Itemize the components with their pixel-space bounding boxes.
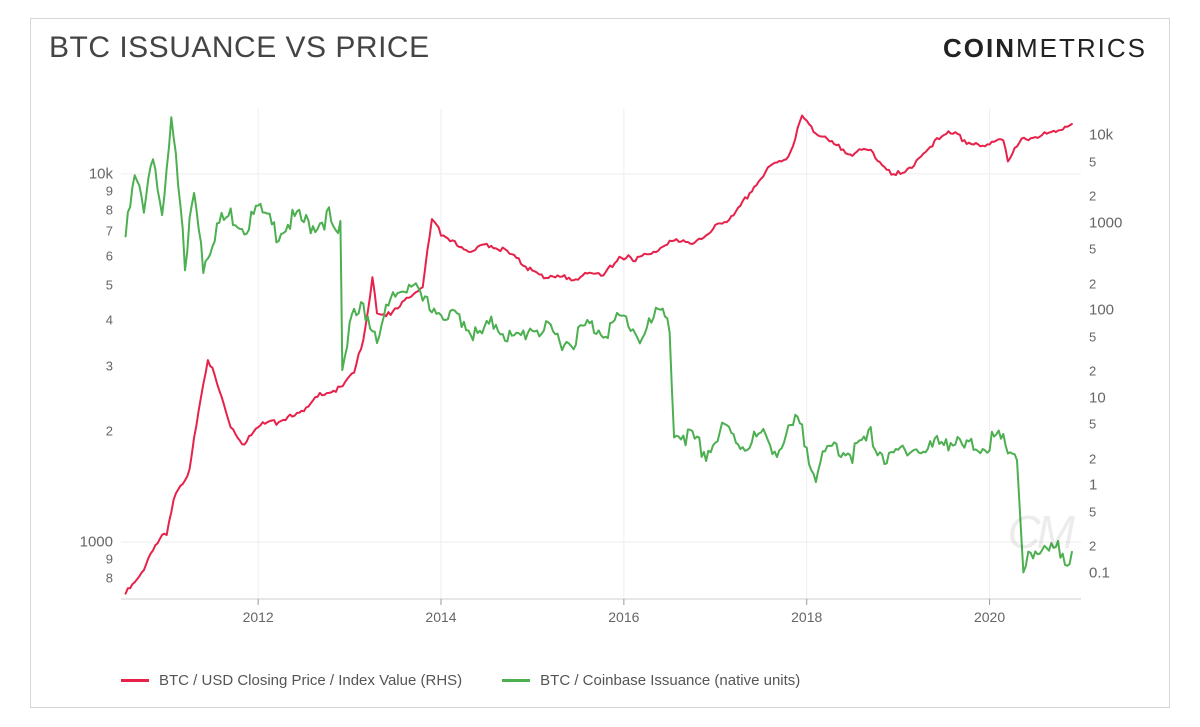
price-series-line [126, 116, 1072, 594]
axis-tick-label: 2 [1081, 189, 1096, 204]
axis-tick-label: 5 [1081, 242, 1096, 257]
legend-item: BTC / Coinbase Issuance (native units) [502, 672, 800, 689]
axis-tick-label: 9 [106, 183, 121, 198]
series-layer [121, 109, 1081, 599]
axis-tick-label: 4 [106, 313, 121, 328]
legend-item: BTC / USD Closing Price / Index Value (R… [121, 672, 462, 689]
axis-tick-label: 2 [106, 424, 121, 439]
axis-tick-label: 10k [1081, 127, 1113, 144]
axis-tick-label: 2 [1081, 539, 1096, 554]
axis-tick-label: 1 [1081, 477, 1097, 494]
axis-tick-label: 1000 [1081, 214, 1122, 231]
axis-tick-label: 9 [106, 551, 121, 566]
plot-area: CM 20122014201620182020100010k8923456789… [121, 109, 1081, 599]
legend-label: BTC / Coinbase Issuance (native units) [540, 672, 800, 689]
axis-tick-label: 2018 [791, 599, 822, 625]
axis-tick-label: 6 [106, 248, 121, 263]
axis-tick-label: 2 [1081, 364, 1096, 379]
logo-thin: METRICS [1016, 33, 1147, 63]
axis-tick-label: 5 [1081, 417, 1096, 432]
axis-tick-label: 2 [1081, 451, 1096, 466]
axis-tick-label: 1000 [80, 533, 121, 550]
axis-tick-label: 7 [106, 223, 121, 238]
axis-tick-label: 2012 [243, 599, 274, 625]
axis-tick-label: 2020 [974, 599, 1005, 625]
axis-tick-label: 5 [1081, 504, 1096, 519]
axis-tick-label: 5 [1081, 329, 1096, 344]
axis-tick-label: 8 [106, 570, 121, 585]
axis-tick-label: 2 [1081, 276, 1096, 291]
axis-tick-label: 100 [1081, 302, 1114, 319]
brand-logo: COINMETRICS [943, 33, 1147, 64]
legend-swatch [121, 679, 149, 682]
axis-tick-label: 10 [1081, 389, 1106, 406]
axis-tick-label: 8 [106, 202, 121, 217]
axis-tick-label: 2016 [608, 599, 639, 625]
axis-tick-label: 10k [89, 165, 121, 182]
legend: BTC / USD Closing Price / Index Value (R… [121, 672, 800, 689]
axis-tick-label: 2014 [425, 599, 456, 625]
chart-title: BTC ISSUANCE VS PRICE [49, 31, 430, 65]
axis-tick-label: 3 [106, 359, 121, 374]
axis-tick-label: 5 [1081, 154, 1096, 169]
axis-tick-label: 0.1 [1081, 564, 1110, 581]
chart-frame: BTC ISSUANCE VS PRICE COINMETRICS CM 201… [30, 18, 1170, 708]
legend-swatch [502, 679, 530, 682]
logo-bold: COIN [943, 33, 1016, 63]
axis-tick-label: 5 [106, 277, 121, 292]
issuance-series-line [126, 117, 1072, 572]
legend-label: BTC / USD Closing Price / Index Value (R… [159, 672, 462, 689]
